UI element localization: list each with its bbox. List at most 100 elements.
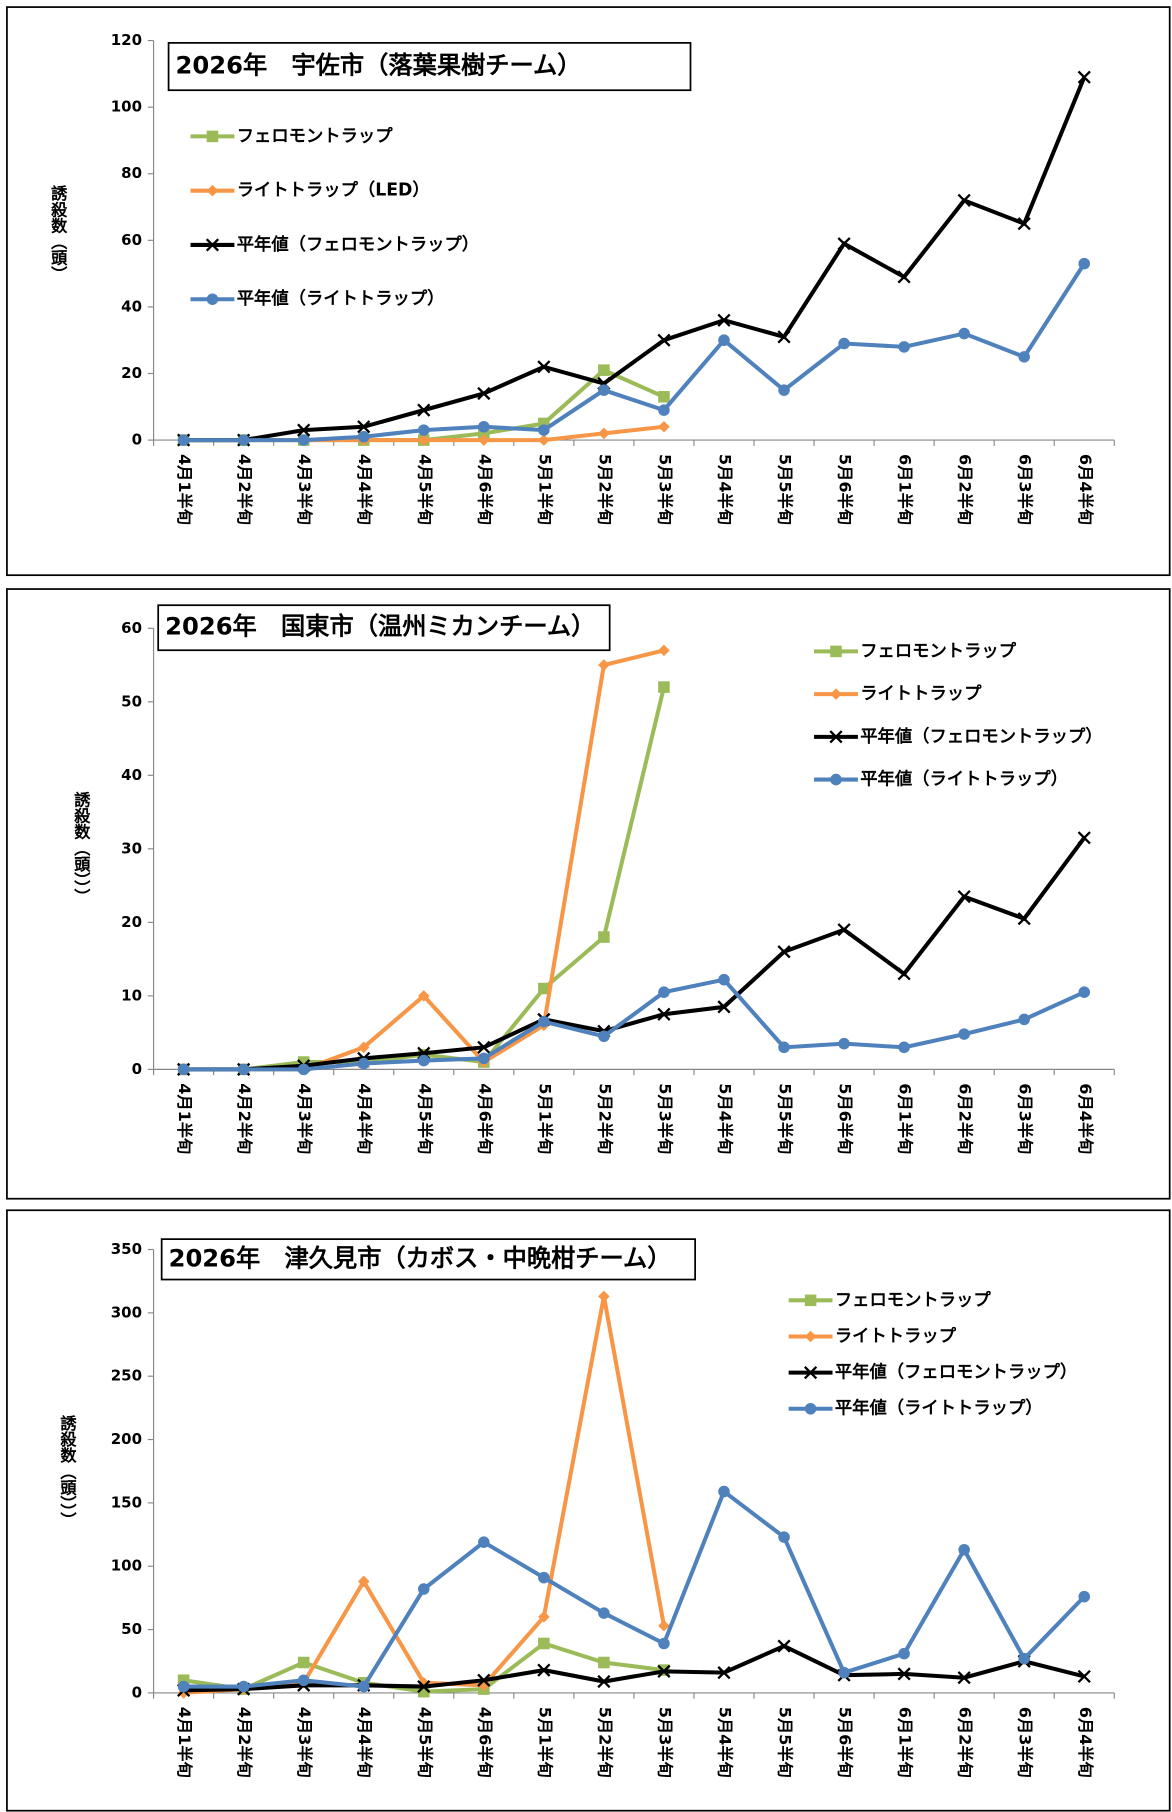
y-tick-label: 60 bbox=[121, 619, 142, 637]
marker bbox=[538, 1015, 550, 1028]
marker bbox=[957, 1671, 971, 1685]
x-tick-label: 4月3半旬 bbox=[295, 1083, 314, 1154]
x-tick-label: 6月2半旬 bbox=[956, 1083, 975, 1154]
y-tick-label: 350 bbox=[111, 1240, 142, 1258]
marker bbox=[657, 333, 671, 347]
marker bbox=[237, 1680, 250, 1693]
marker bbox=[1018, 351, 1030, 363]
series-line bbox=[183, 76, 1087, 443]
marker bbox=[417, 1685, 430, 1698]
x-tick-label: 5月6半旬 bbox=[836, 1707, 855, 1778]
marker bbox=[1017, 217, 1031, 231]
marker bbox=[657, 1664, 671, 1678]
x-tick-label: 6月3半旬 bbox=[1016, 1707, 1035, 1778]
marker bbox=[538, 417, 550, 430]
x-tick-label: 6月1半旬 bbox=[896, 1707, 915, 1778]
marker bbox=[237, 434, 250, 446]
x-tick-label: 4月1半旬 bbox=[175, 454, 194, 525]
marker bbox=[177, 1680, 190, 1693]
x-tick-label: 4月5半旬 bbox=[415, 1083, 434, 1154]
y-tick-label: 0 bbox=[132, 431, 142, 449]
marker bbox=[897, 967, 911, 981]
y-tick-label: 200 bbox=[111, 1430, 142, 1448]
x-tick-label: 6月1半旬 bbox=[896, 1083, 915, 1154]
marker bbox=[297, 434, 310, 446]
marker bbox=[897, 1667, 911, 1681]
y-tick-label: 50 bbox=[121, 692, 142, 710]
marker bbox=[478, 1052, 490, 1065]
marker bbox=[838, 337, 850, 350]
marker bbox=[658, 986, 670, 998]
marker bbox=[177, 1063, 190, 1076]
legend-label: ライトトラップ bbox=[835, 1325, 957, 1346]
x-tick-label: 4月6半旬 bbox=[475, 1707, 494, 1778]
y-tick-label: 10 bbox=[121, 986, 142, 1004]
x-tick-label: 6月2半旬 bbox=[956, 454, 975, 525]
x-tick-label: 6月3半旬 bbox=[1016, 454, 1035, 525]
x-tick-label: 4月1半旬 bbox=[175, 1707, 194, 1778]
x-tick-label: 4月1半旬 bbox=[175, 1083, 194, 1154]
x-tick-label: 4月4半旬 bbox=[355, 454, 374, 525]
chart-frame bbox=[6, 6, 1171, 577]
marker bbox=[297, 1674, 310, 1687]
series-line bbox=[183, 262, 1086, 443]
legend-label: 平年値（ライトトラップ） bbox=[835, 1398, 1043, 1419]
marker bbox=[597, 1674, 611, 1689]
marker bbox=[804, 1294, 817, 1307]
marker bbox=[958, 1543, 970, 1556]
chart-title: 2026年 国東市（温州ミカンチーム） bbox=[165, 612, 595, 641]
legend-label: 平年値（フェロモントラップ） bbox=[835, 1362, 1077, 1383]
y-tick-label: 20 bbox=[121, 913, 142, 931]
marker bbox=[898, 341, 910, 353]
y-tick-label: 80 bbox=[121, 164, 142, 182]
marker bbox=[206, 130, 219, 143]
marker bbox=[538, 1611, 550, 1623]
marker bbox=[538, 1571, 550, 1584]
x-tick-label: 5月6半旬 bbox=[836, 1083, 855, 1154]
marker bbox=[718, 334, 730, 346]
series-line bbox=[183, 836, 1086, 1072]
marker bbox=[598, 659, 610, 671]
y-axis-label: 誘殺数（頭））） bbox=[71, 790, 91, 904]
marker bbox=[1017, 912, 1031, 926]
series-line bbox=[183, 977, 1086, 1072]
y-tick-label: 40 bbox=[121, 766, 142, 784]
marker bbox=[838, 1037, 850, 1050]
y-tick-label: 100 bbox=[111, 1557, 142, 1575]
marker bbox=[777, 330, 791, 344]
marker bbox=[297, 1056, 310, 1068]
y-tick-label: 30 bbox=[121, 839, 142, 857]
legend-label: 平年値（フェロモントラップ） bbox=[860, 726, 1102, 747]
marker bbox=[658, 420, 670, 433]
x-tick-label: 4月6半旬 bbox=[475, 454, 494, 525]
series-line bbox=[183, 1488, 1086, 1689]
marker bbox=[206, 293, 219, 305]
x-tick-label: 5月3半旬 bbox=[655, 1083, 674, 1154]
marker bbox=[717, 1000, 731, 1014]
marker bbox=[417, 403, 431, 417]
marker bbox=[837, 237, 851, 251]
marker bbox=[958, 327, 970, 340]
chart-title: 2026年 津久見市（カボス・中晩柑チーム） bbox=[169, 1243, 672, 1272]
marker bbox=[538, 982, 550, 995]
x-tick-label: 5月2半旬 bbox=[595, 1083, 614, 1154]
chart-frame bbox=[6, 1209, 1171, 1812]
x-tick-label: 5月5半旬 bbox=[776, 1083, 795, 1154]
x-tick-label: 5月6半旬 bbox=[836, 454, 855, 525]
marker bbox=[804, 1402, 817, 1415]
marker bbox=[598, 1290, 610, 1303]
marker bbox=[598, 1656, 610, 1669]
legend-label: フェロモントラップ bbox=[860, 640, 1017, 661]
marker bbox=[1018, 1013, 1030, 1026]
marker bbox=[357, 1680, 370, 1693]
marker bbox=[537, 360, 551, 374]
legend-label: ライトトラップ（LED） bbox=[237, 180, 430, 201]
marker bbox=[478, 1536, 490, 1548]
marker bbox=[538, 434, 550, 446]
x-tick-label: 6月1半旬 bbox=[896, 454, 915, 525]
marker bbox=[205, 238, 220, 252]
marker bbox=[829, 730, 843, 744]
marker bbox=[357, 1041, 370, 1054]
marker bbox=[658, 391, 670, 403]
